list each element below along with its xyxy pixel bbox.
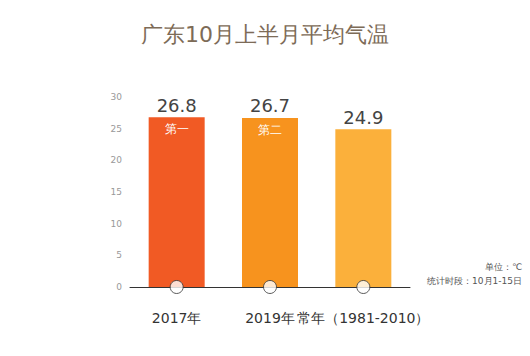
svg-text:26.8: 26.8 <box>157 95 197 116</box>
svg-text:2019年: 2019年 <box>245 310 295 326</box>
svg-text:2017年: 2017年 <box>152 310 202 326</box>
svg-text:10: 10 <box>111 219 123 229</box>
svg-text:统计时段：10月1-15日: 统计时段：10月1-15日 <box>427 276 522 286</box>
svg-text:24.9: 24.9 <box>343 107 383 128</box>
svg-text:单位：℃: 单位：℃ <box>485 262 522 272</box>
svg-text:25: 25 <box>111 124 122 134</box>
svg-text:0: 0 <box>116 282 122 292</box>
svg-text:第二: 第二 <box>258 123 282 137</box>
svg-text:广东10月上半月平均气温: 广东10月上半月平均气温 <box>141 22 389 47</box>
svg-text:20: 20 <box>111 155 123 165</box>
svg-text:26.7: 26.7 <box>250 95 290 116</box>
svg-text:常年（1981-2010）: 常年（1981-2010） <box>297 310 429 326</box>
svg-text:第一: 第一 <box>165 122 189 136</box>
svg-text:30: 30 <box>111 92 123 102</box>
svg-text:15: 15 <box>111 187 122 197</box>
svg-text:5: 5 <box>116 250 122 260</box>
